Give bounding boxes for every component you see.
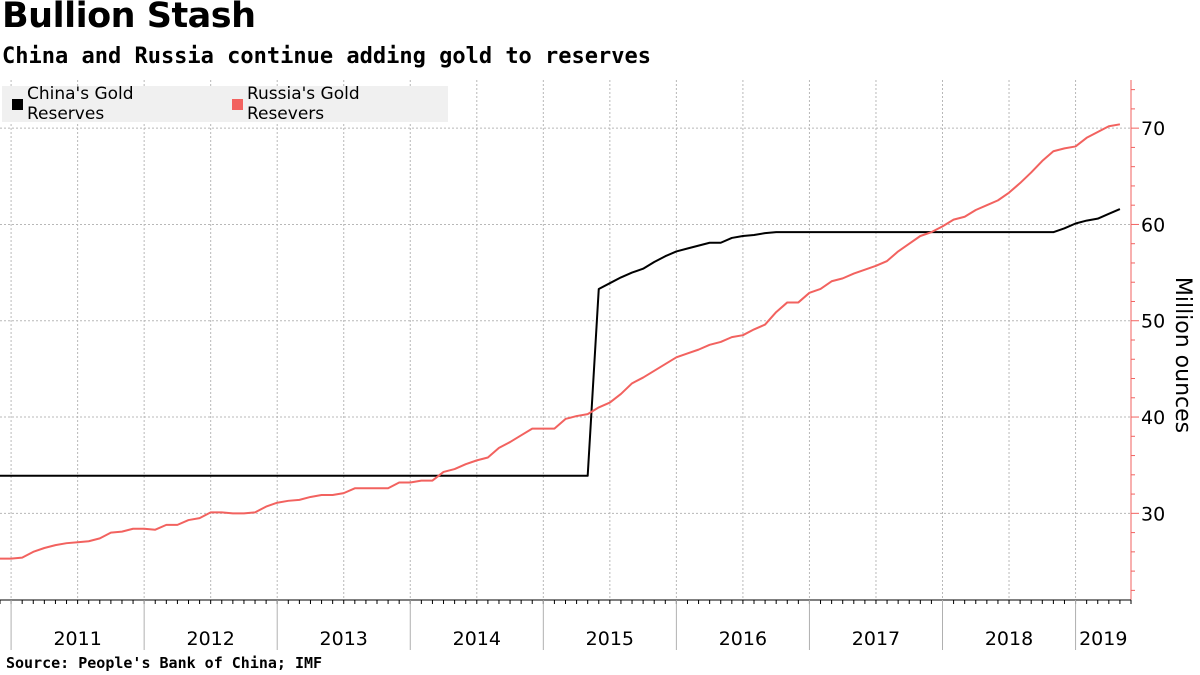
source-note: Source: People's Bank of China; IMF — [6, 654, 323, 672]
y-tick-label: 60 — [1141, 214, 1165, 236]
x-tick-label: 2012 — [186, 628, 234, 650]
y-tick-label: 50 — [1141, 311, 1165, 333]
x-tick-label: 2015 — [586, 628, 634, 650]
legend-label-china: China's Gold Reserves — [26, 84, 134, 124]
series-line-china — [0, 208, 1121, 477]
x-tick-label: 2018 — [985, 628, 1033, 650]
x-tick-label: 2016 — [719, 628, 767, 650]
x-tick-label: 2014 — [453, 628, 501, 650]
y-axis-label: Million ounces — [1170, 277, 1195, 433]
legend-item-china: China's Gold Reserves — [12, 84, 216, 124]
y-tick-label: 30 — [1141, 503, 1165, 525]
legend-swatch-russia — [231, 98, 243, 110]
chart-legend: China's Gold Reserves Russia's Gold Rese… — [2, 84, 448, 124]
x-tick-label: 2017 — [852, 628, 900, 650]
x-tick-label: 2011 — [53, 628, 101, 650]
x-tick-label: 2013 — [320, 628, 368, 650]
series-line-russia — [0, 123, 1121, 560]
x-tick-label: 2019 — [1079, 628, 1127, 650]
legend-swatch-china — [12, 98, 23, 110]
chart-title: Bullion Stash — [2, 0, 256, 36]
legend-label-russia: Russia's Gold Resevers — [246, 84, 360, 124]
chart-subtitle: China and Russia continue adding gold to… — [2, 44, 652, 69]
legend-item-russia: Russia's Gold Resevers — [231, 84, 442, 124]
y-tick-label: 40 — [1141, 407, 1165, 429]
y-tick-label: 70 — [1141, 118, 1165, 140]
